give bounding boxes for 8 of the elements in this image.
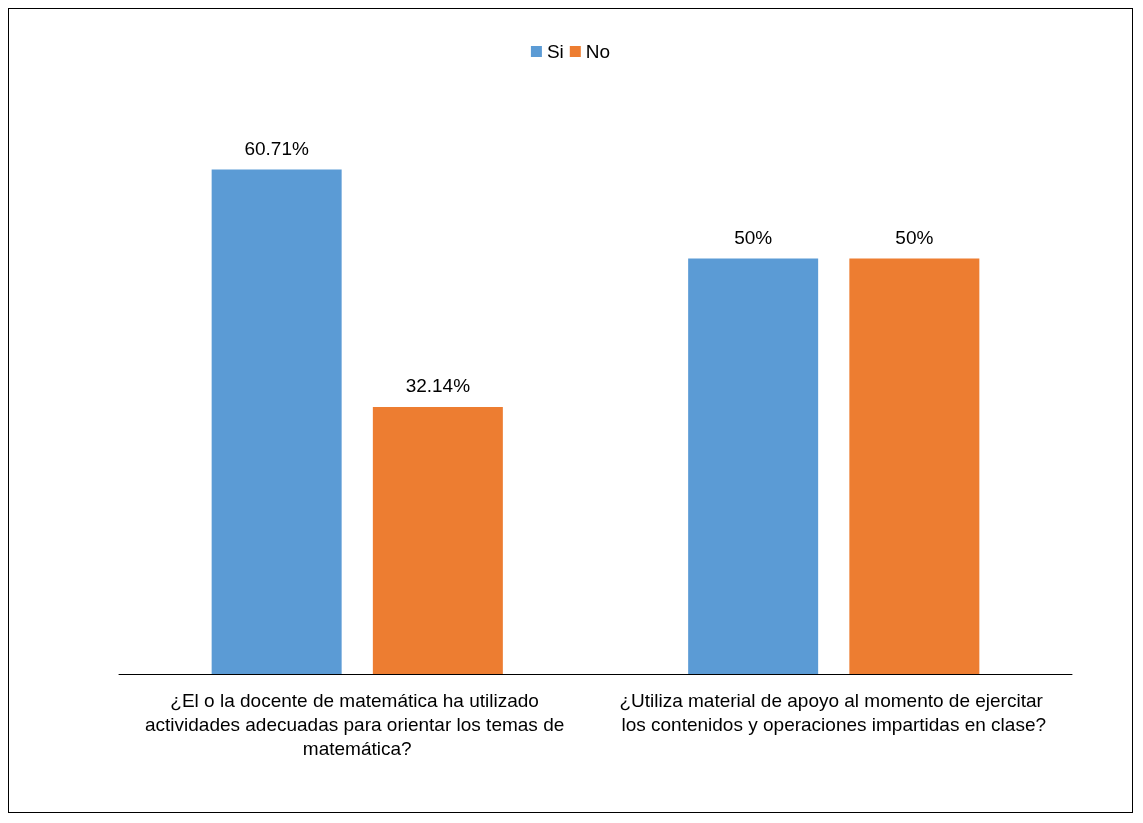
legend-label: Si [546,41,564,62]
legend-label: No [585,41,611,62]
x-tick-label: ¿Utiliza material de apoyo al momento de ejercitar los contenidos y operaciones impartidas en clase? [619,689,1049,735]
x-tick-label: ¿El o la docente de matemática ha utilizado actividades adecuadas para orientar los temas de matemática? [144,689,570,759]
data-label: 50% [734,226,773,248]
data-label: 50% [895,226,934,248]
data-label: 32.14% [405,374,471,396]
data-label: 60.71% [244,137,309,159]
